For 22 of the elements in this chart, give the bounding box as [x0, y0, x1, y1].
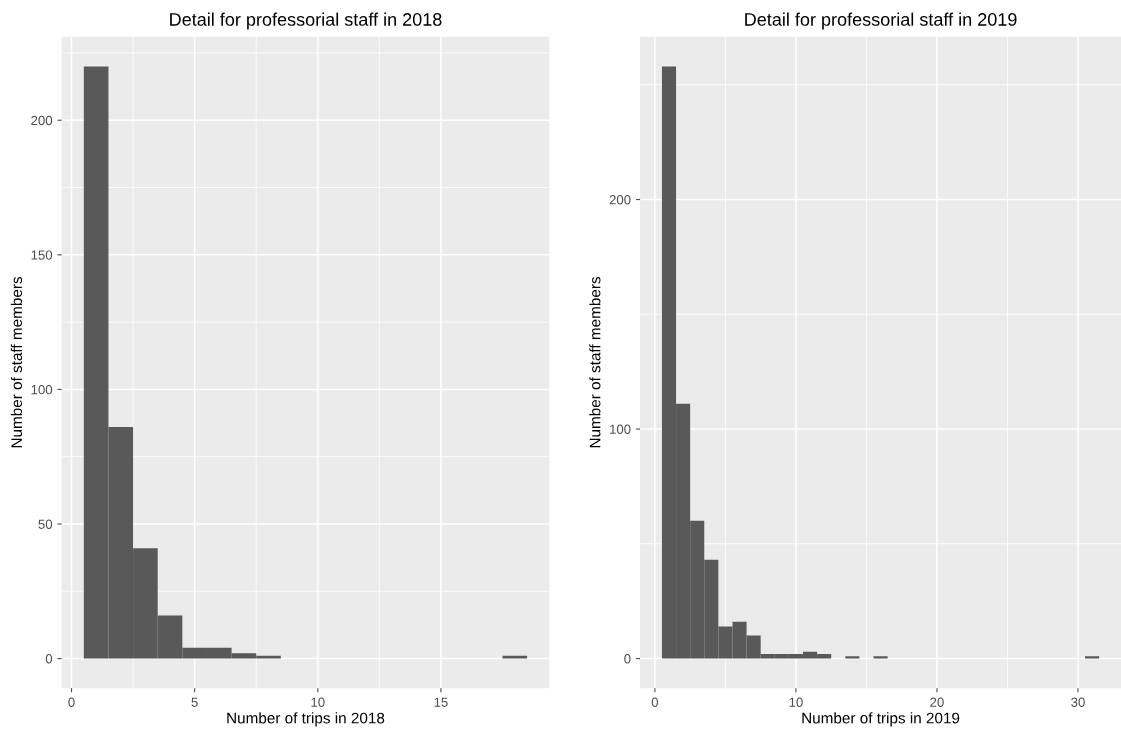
x-tick-label: 30: [1071, 697, 1085, 707]
x-tick-label: 0: [651, 697, 659, 707]
chart-title: Detail for professorial staff in 2019: [745, 12, 1017, 30]
chart-title: Detail for professorial staff in 2018: [170, 12, 442, 30]
y-tick-label: 100: [610, 424, 631, 434]
y-tick-label: 200: [31, 115, 53, 126]
x-tick-label: 10: [789, 697, 803, 707]
x-tick-label: 20: [930, 697, 944, 707]
x-tick-label: 0: [68, 697, 75, 707]
y-tick-label: 100: [31, 384, 53, 395]
x-axis-title: Number of trips in 2019: [802, 712, 960, 727]
x-tick-label: 15: [434, 697, 448, 707]
y-axis-title: Number of staff members: [10, 276, 23, 448]
y-tick-label: 150: [31, 250, 53, 260]
y-tick-label: 200: [609, 195, 631, 205]
x-tick-label: 5: [191, 697, 198, 707]
y-axis-title: Number of staff members: [589, 276, 601, 448]
y-tick-label: 0: [624, 654, 631, 664]
y-tick-label: 0: [45, 654, 53, 664]
x-axis-title: Number of trips in 2018: [227, 712, 385, 727]
x-tick-label: 10: [311, 697, 325, 707]
y-tick-label: 50: [38, 519, 53, 529]
